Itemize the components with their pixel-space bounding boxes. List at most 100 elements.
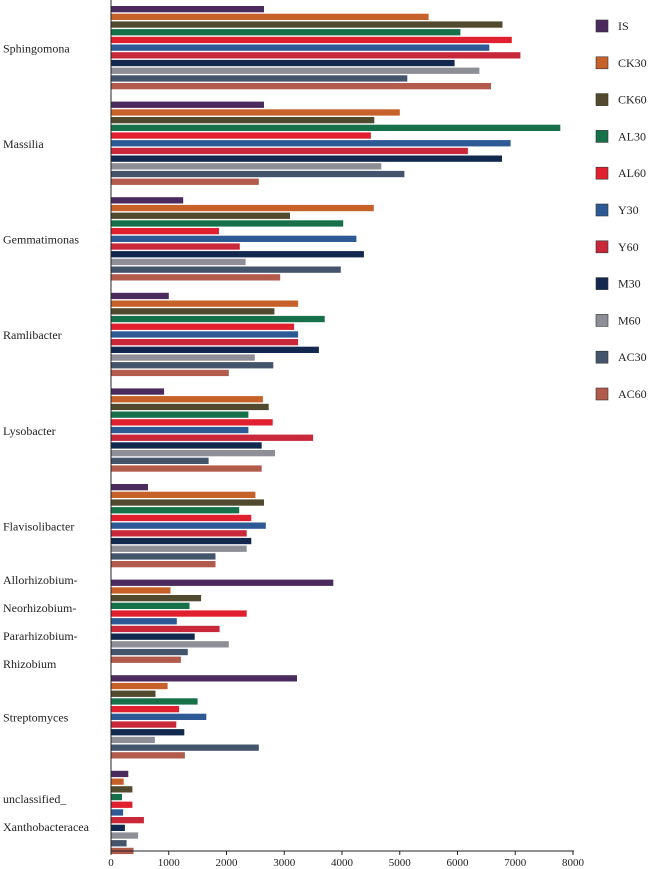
x-tick-label-3000: 3000	[273, 857, 296, 869]
legend-swatch-ac60	[595, 387, 609, 401]
legend-swatch-ac30	[595, 350, 609, 364]
bar-sphingomona-ck60	[111, 21, 503, 28]
bar-ramlibacter-ck60	[111, 308, 275, 315]
bar-unclassified-xanthobacteracea-ck60	[111, 786, 133, 793]
bar-gemmatimonas-ck30	[111, 204, 374, 212]
bar-sphingomona-is	[111, 6, 264, 13]
bar-gemmatimonas-m30	[111, 251, 364, 258]
category-label-gemmatimonas: Gemmatimonas	[3, 233, 79, 247]
category-label-allorhizobium-neorhizobium-pararhizobium-rhizobium-line-2: Neorhizobium-	[3, 601, 76, 615]
bar-flavisolibacter-ck60	[111, 499, 264, 506]
bar-sphingomona-ck30	[111, 13, 429, 20]
bar-flavisolibacter-is	[111, 484, 148, 491]
bar-ramlibacter-y60	[111, 339, 299, 346]
bar-lysobacter-is	[111, 388, 165, 395]
bar-sphingomona-al30	[111, 29, 461, 36]
x-tick-label-6000: 6000	[447, 857, 470, 869]
bar-massilia-al30	[111, 124, 561, 131]
x-tick-label-1000: 1000	[158, 857, 181, 869]
bar-unclassified-xanthobacteracea-is	[111, 770, 129, 778]
bar-lysobacter-m60	[111, 450, 275, 457]
bar-lysobacter-al60	[111, 419, 273, 426]
bar-streptomyces-ck60	[111, 690, 156, 697]
legend-swatch-ck60	[595, 93, 609, 106]
bar-massilia-y30	[111, 140, 511, 147]
legend-label-al60: AL60	[618, 166, 646, 180]
bar-allorhizobium-neorhizobium-pararhizobium-rhizobium-ac60	[111, 656, 181, 663]
bar-allorhizobium-neorhizobium-pararhizobium-rhizobium-al30	[111, 602, 190, 609]
bar-streptomyces-ck30	[111, 682, 168, 690]
bar-lysobacter-m30	[111, 442, 262, 449]
bar-streptomyces-ac60	[111, 752, 185, 759]
bar-lysobacter-ac60	[111, 465, 262, 472]
bar-gemmatimonas-al60	[111, 228, 219, 235]
bar-ramlibacter-m30	[111, 346, 319, 353]
bar-ramlibacter-y30	[111, 331, 299, 338]
bar-flavisolibacter-m60	[111, 545, 247, 552]
bar-gemmatimonas-y60	[111, 243, 240, 250]
x-tick-label-5000: 5000	[389, 857, 412, 869]
legend: IS CK30 CK60 AL30 AL60 Y30 Y60 M30 M60 AC30 AC60	[595, 19, 647, 401]
bar-ramlibacter-is	[111, 292, 169, 300]
bar-ramlibacter-ac30	[111, 362, 274, 369]
bar-streptomyces-al30	[111, 698, 198, 705]
category-label-sphingomona: Sphingomona	[3, 41, 70, 55]
legend-swatch-m60	[595, 314, 609, 327]
bar-massilia-ck30	[111, 109, 400, 116]
bar-unclassified-xanthobacteracea-al30	[111, 793, 122, 801]
category-label-streptomyces: Streptomyces	[3, 711, 69, 725]
category-label-unclassified-xanthobacteracea-line-1: unclassified_	[3, 792, 67, 806]
bar-allorhizobium-neorhizobium-pararhizobium-rhizobium-ck60	[111, 595, 202, 602]
bar-flavisolibacter-ac60	[111, 561, 216, 568]
x-tick-label-7000: 7000	[504, 857, 527, 869]
bar-flavisolibacter-y60	[111, 530, 247, 537]
bar-unclassified-xanthobacteracea-y30	[111, 809, 124, 816]
bar-massilia-al60	[111, 132, 371, 139]
x-tick-label-2000: 2000	[216, 857, 239, 869]
axes-layer: 0 1000 2000 3000 4000 5000 6000 7000 8000	[108, 0, 585, 869]
bar-massilia-ck60	[111, 117, 375, 124]
bar-massilia-m60	[111, 163, 382, 170]
category-label-allorhizobium-neorhizobium-pararhizobium-rhizobium-line-1: Allorhizobium-	[3, 573, 78, 587]
x-tick-label-8000: 8000	[562, 857, 585, 869]
bar-allorhizobium-neorhizobium-pararhizobium-rhizobium-y30	[111, 618, 177, 625]
bar-lysobacter-ck30	[111, 396, 263, 403]
bar-massilia-m30	[111, 155, 502, 162]
bar-sphingomona-ac30	[111, 75, 408, 82]
category-label-allorhizobium-neorhizobium-pararhizobium-rhizobium-line-3: Pararhizobium-	[3, 629, 78, 643]
bar-massilia-ac60	[111, 178, 259, 185]
bar-gemmatimonas-ck60	[111, 212, 290, 219]
bar-unclassified-xanthobacteracea-al60	[111, 801, 133, 808]
bar-allorhizobium-neorhizobium-pararhizobium-rhizobium-m30	[111, 633, 195, 640]
bar-sphingomona-al60	[111, 36, 512, 44]
bar-allorhizobium-neorhizobium-pararhizobium-rhizobium-al60	[111, 610, 247, 617]
bars-layer	[111, 6, 561, 855]
category-label-ramlibacter: Ramlibacter	[3, 328, 62, 342]
legend-label-ac60: AC60	[618, 387, 647, 401]
category-label-massilia: Massilia	[3, 137, 44, 151]
bar-streptomyces-m30	[111, 729, 185, 736]
bar-massilia-ac30	[111, 170, 405, 178]
bar-streptomyces-ac30	[111, 744, 259, 751]
legend-label-ck60: CK60	[618, 93, 647, 107]
bar-gemmatimonas-is	[111, 197, 184, 204]
bar-unclassified-xanthobacteracea-y60	[111, 817, 144, 824]
bar-ramlibacter-al60	[111, 323, 295, 330]
category-labels: Sphingomona Massilia Gemmatimonas Ramlibact…	[3, 41, 90, 834]
legend-label-y60: Y60	[618, 240, 639, 254]
bar-lysobacter-y60	[111, 434, 314, 441]
bar-lysobacter-y30	[111, 426, 249, 434]
bar-gemmatimonas-m60	[111, 258, 246, 266]
bar-ramlibacter-ac60	[111, 369, 229, 377]
legend-swatch-y30	[595, 203, 609, 217]
bar-massilia-y60	[111, 147, 468, 155]
bar-allorhizobium-neorhizobium-pararhizobium-rhizobium-ck30	[111, 587, 171, 594]
legend-swatch-al60	[595, 166, 609, 180]
bar-unclassified-xanthobacteracea-ac30	[111, 840, 127, 847]
bar-allorhizobium-neorhizobium-pararhizobium-rhizobium-is	[111, 579, 334, 586]
bar-streptomyces-is	[111, 675, 297, 682]
bar-unclassified-xanthobacteracea-ck30	[111, 778, 124, 785]
bar-streptomyces-al60	[111, 706, 180, 713]
bar-flavisolibacter-ck30	[111, 491, 256, 498]
